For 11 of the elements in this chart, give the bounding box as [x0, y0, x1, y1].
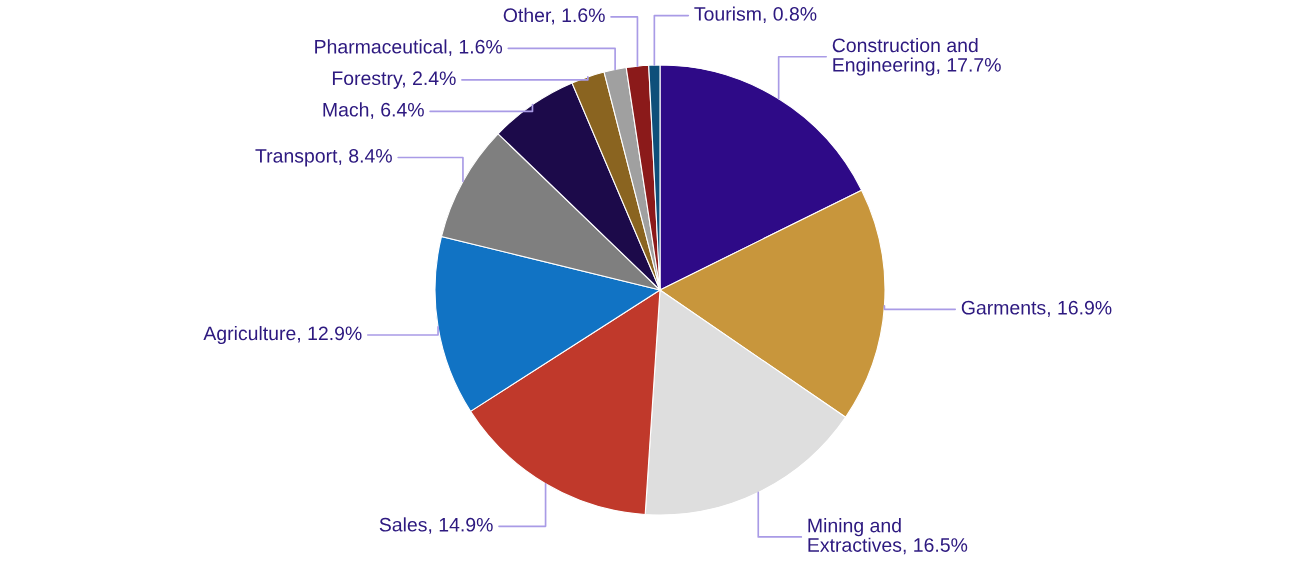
slice-label: Sales, 14.9%: [379, 517, 493, 534]
slice-label: Garments, 16.9%: [961, 300, 1112, 317]
slice-label: Mining and Extractives, 16.5%: [808, 518, 968, 555]
slice-label: Transport, 8.4%: [255, 148, 392, 167]
slice-label: Construction and Engineering, 17.7%: [832, 37, 1001, 76]
slice-label: Mach, 6.4%: [323, 102, 424, 119]
slice-label: Other, 1.6%: [503, 7, 605, 25]
slice-label: Agriculture, 12.9%: [203, 325, 362, 345]
slice-label: Pharmaceutical, 1.6%: [315, 39, 503, 56]
slice-label: Forestry, 2.4%: [332, 71, 456, 89]
slice-label: Tourism, 0.8%: [694, 6, 817, 24]
